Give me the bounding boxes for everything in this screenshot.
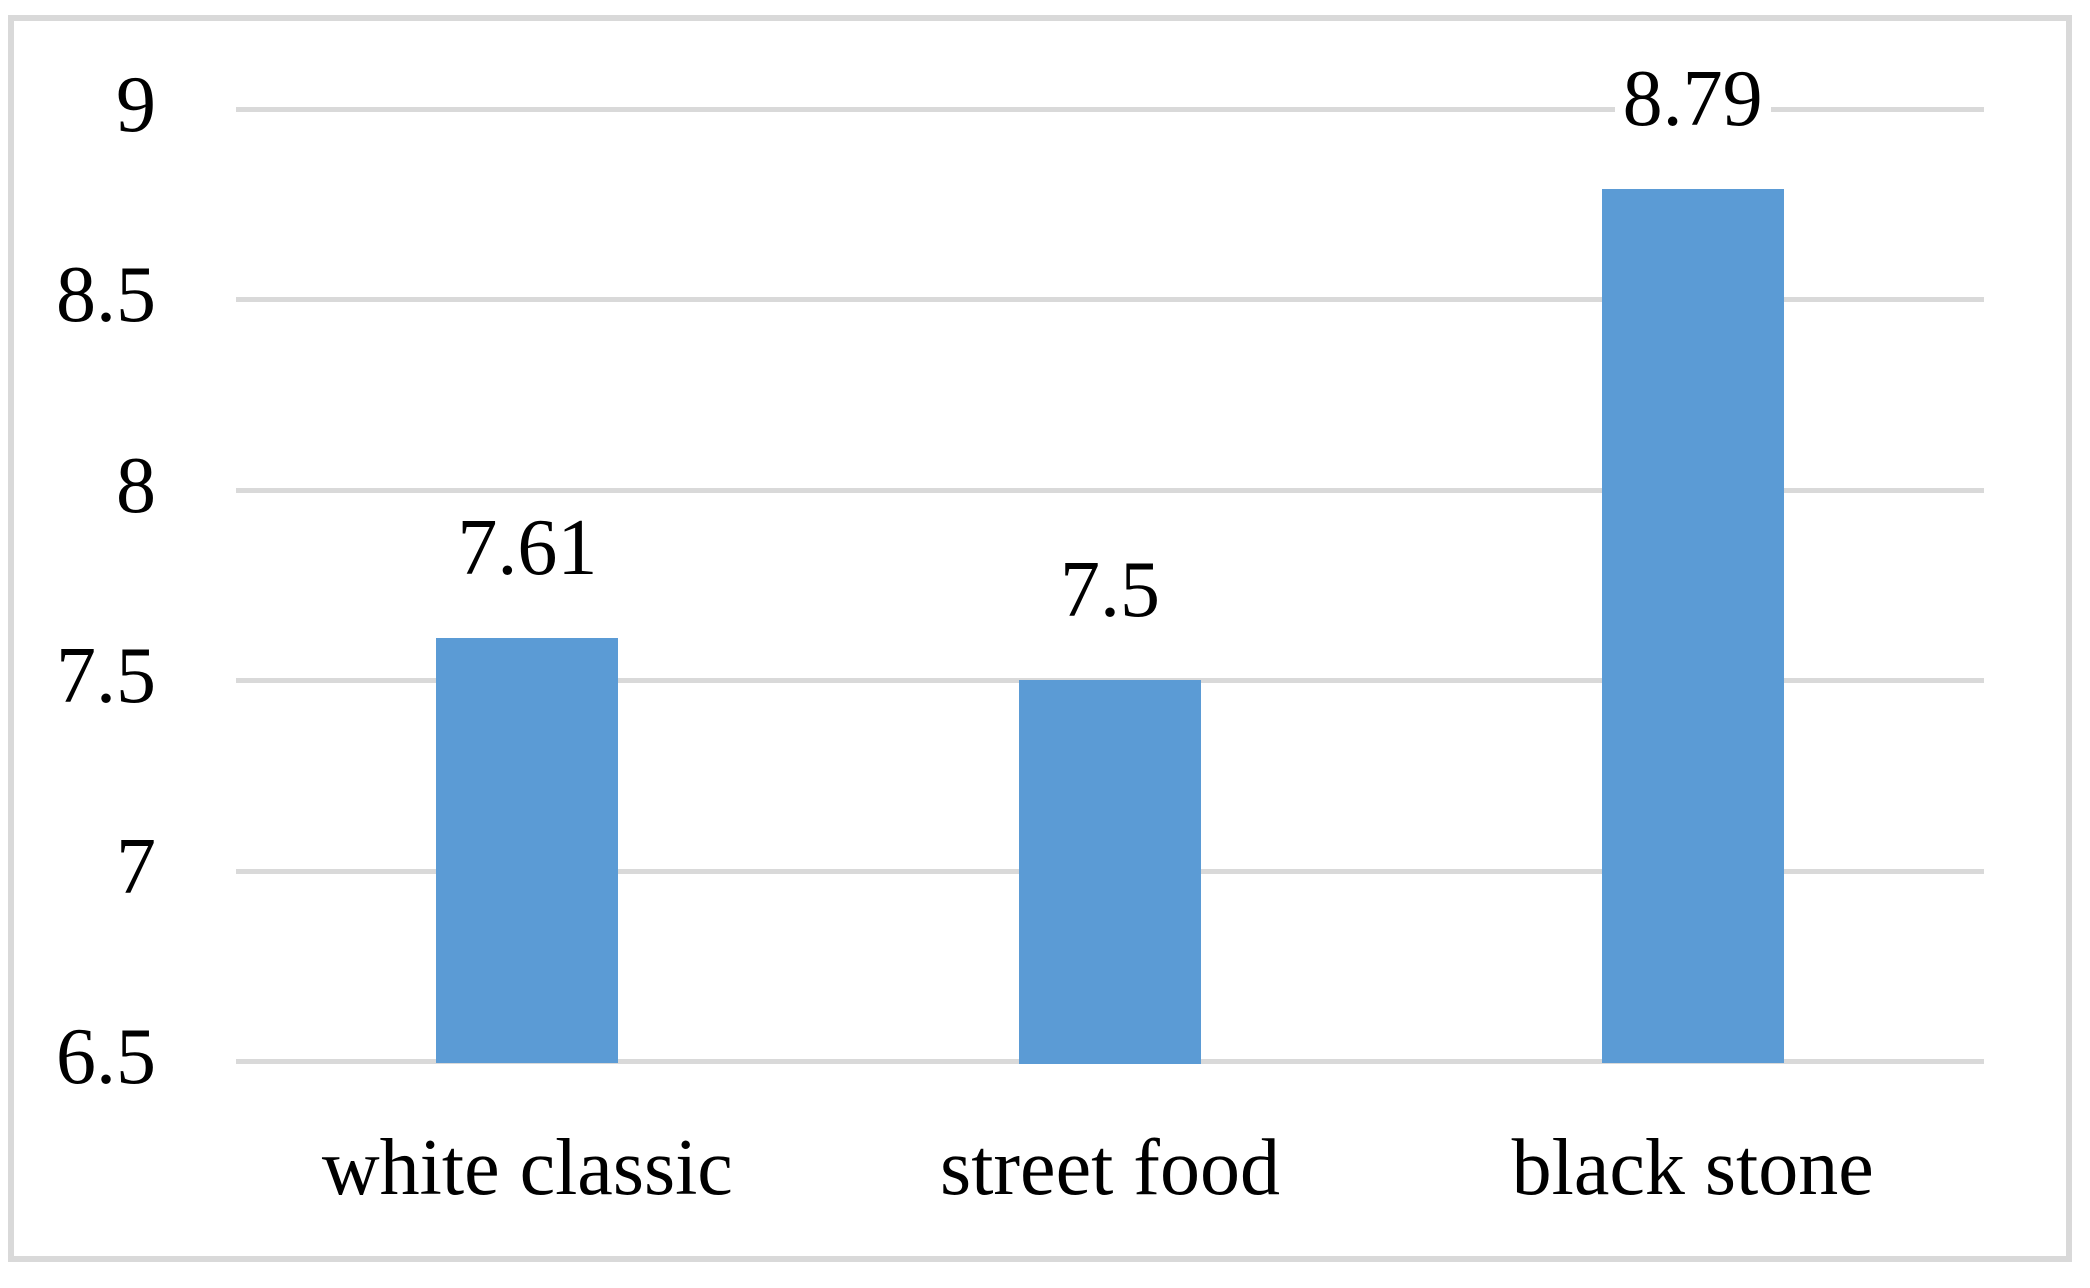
bar (1019, 680, 1201, 1064)
y-tick-label: 8 (116, 441, 156, 530)
x-category-label: black stone (1511, 1124, 1874, 1212)
y-tick-label: 7.5 (56, 632, 156, 720)
bar-value-label: 8.79 (1614, 58, 1771, 139)
x-category-label: street food (940, 1124, 1280, 1212)
bar-value-label: 7.5 (1052, 550, 1168, 630)
bar (436, 638, 619, 1064)
y-tick-label: 6.5 (56, 1013, 156, 1101)
gridline (236, 487, 1984, 493)
x-category-label: white classic (321, 1124, 733, 1212)
y-tick-label: 9 (116, 60, 156, 149)
gridline (236, 297, 1984, 302)
bar (1601, 188, 1784, 1064)
bar-value-label: 7.61 (449, 508, 606, 589)
y-tick-label: 7 (116, 822, 156, 911)
gridline (236, 106, 1984, 112)
y-tick-label: 8.5 (56, 251, 156, 339)
